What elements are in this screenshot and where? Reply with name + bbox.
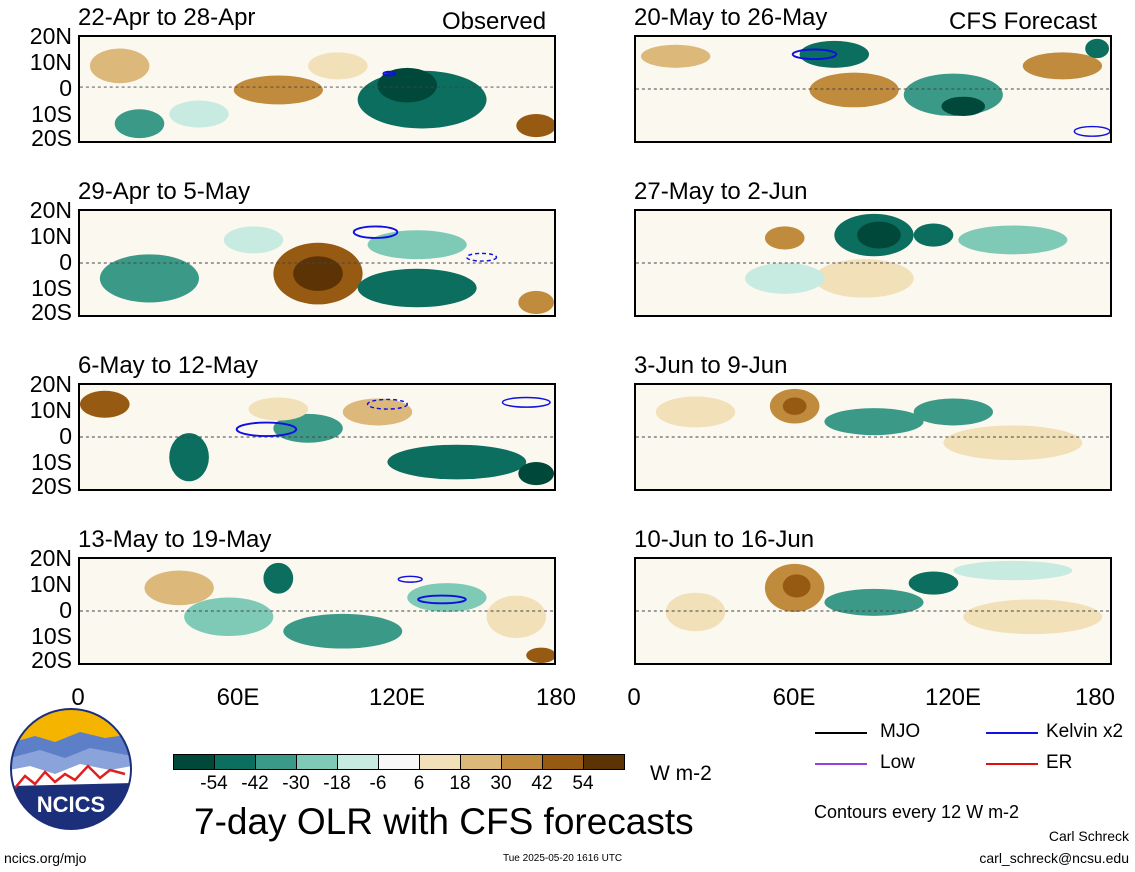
y-tick: 20S bbox=[31, 473, 72, 499]
olr-map-forecast-3 bbox=[634, 383, 1112, 491]
colorbar-swatch bbox=[255, 754, 297, 770]
footer-author: Carl Schreck bbox=[1048, 828, 1129, 844]
y-tick: 10N bbox=[29, 49, 72, 75]
y-tick: 20N bbox=[29, 197, 72, 223]
y-tick: 10N bbox=[29, 571, 72, 597]
panel-title: 6-May to 12-May bbox=[78, 352, 259, 379]
colorbar-swatch bbox=[501, 754, 543, 770]
y-tick: 20S bbox=[31, 647, 72, 673]
x-tick: 60E bbox=[772, 684, 816, 711]
panel-title: 10-Jun to 16-Jun bbox=[634, 526, 815, 553]
colorbar-units: W m-2 bbox=[650, 762, 712, 785]
x-tick: 120E bbox=[368, 684, 426, 711]
logo-text: NCICS bbox=[36, 792, 106, 817]
contour-note: Contours every 12 W m-2 bbox=[814, 802, 1020, 822]
x-tick: 0 bbox=[71, 684, 85, 711]
colorbar-swatch bbox=[337, 754, 379, 770]
olr-map-observed-1 bbox=[78, 35, 556, 143]
y-tick: 20N bbox=[29, 23, 72, 49]
observed-header: Observed bbox=[442, 8, 547, 35]
y-tick: 0 bbox=[59, 75, 72, 101]
colorbar-label: -18 bbox=[323, 773, 351, 794]
y-tick: 20S bbox=[31, 299, 72, 325]
legend-kelvin-label: Kelvin x2 bbox=[1046, 721, 1124, 742]
forecast-header: CFS Forecast bbox=[949, 8, 1098, 35]
x-tick: 0 bbox=[627, 684, 641, 711]
x-tick: 120E bbox=[924, 684, 982, 711]
legend-low-label: Low bbox=[880, 752, 915, 773]
y-tick: 20N bbox=[29, 545, 72, 571]
colorbar-label: -54 bbox=[200, 773, 228, 794]
colorbar-label: 18 bbox=[449, 773, 471, 794]
y-tick: 10N bbox=[29, 223, 72, 249]
colorbar-label: -6 bbox=[369, 773, 387, 794]
y-tick: 10N bbox=[29, 397, 72, 423]
panel-title: 29-Apr to 5-May bbox=[78, 178, 251, 205]
ncics-logo: NCICS bbox=[10, 708, 132, 830]
olr-map-forecast-1 bbox=[634, 35, 1112, 143]
colorbar-swatch bbox=[214, 754, 256, 770]
olr-map-observed-4 bbox=[78, 557, 556, 665]
y-tick: 20N bbox=[29, 371, 72, 397]
footer-email[interactable]: carl_schreck@ncsu.edu bbox=[979, 850, 1129, 866]
legend-mjo-label: MJO bbox=[880, 721, 921, 742]
y-tick: 10S bbox=[31, 623, 72, 649]
legend-kelvin-line bbox=[986, 732, 1038, 734]
colorbar-label: 42 bbox=[531, 773, 553, 794]
colorbar-swatch bbox=[419, 754, 461, 770]
footer-url[interactable]: ncics.org/mjo bbox=[4, 850, 87, 866]
colorbar-swatch bbox=[173, 754, 215, 770]
colorbar-swatch bbox=[583, 754, 625, 770]
panel-title: 22-Apr to 28-Apr bbox=[78, 4, 256, 31]
colorbar-label: -42 bbox=[241, 773, 269, 794]
colorbar-swatch bbox=[542, 754, 584, 770]
y-tick: 0 bbox=[59, 423, 72, 449]
colorbar-label: 54 bbox=[572, 773, 594, 794]
panel-title: 13-May to 19-May bbox=[78, 526, 272, 553]
colorbar-swatch bbox=[460, 754, 502, 770]
y-tick: 10S bbox=[31, 449, 72, 475]
olr-map-observed-2 bbox=[78, 209, 556, 317]
legend-er-line bbox=[986, 763, 1038, 765]
y-tick: 10S bbox=[31, 275, 72, 301]
olr-map-forecast-2 bbox=[634, 209, 1112, 317]
y-tick: 0 bbox=[59, 597, 72, 623]
footer-timestamp: Tue 2025-05-20 1616 UTC bbox=[503, 853, 623, 864]
x-tick: 180 bbox=[1074, 684, 1116, 711]
panel-title: 20-May to 26-May bbox=[634, 4, 828, 31]
panel-title: 3-Jun to 9-Jun bbox=[634, 352, 788, 379]
colorbar-swatch bbox=[296, 754, 338, 770]
colorbar-label: 6 bbox=[413, 773, 425, 794]
x-tick: 180 bbox=[535, 684, 577, 711]
panel-title: 27-May to 2-Jun bbox=[634, 178, 808, 205]
y-tick: 20S bbox=[31, 125, 72, 151]
colorbar-swatch bbox=[378, 754, 420, 770]
olr-map-forecast-4 bbox=[634, 557, 1112, 665]
colorbar-label: 30 bbox=[490, 773, 512, 794]
y-tick: 0 bbox=[59, 249, 72, 275]
colorbar-label: -30 bbox=[282, 773, 310, 794]
legend-er-label: ER bbox=[1046, 752, 1073, 773]
x-tick: 60E bbox=[216, 684, 260, 711]
main-title: 7-day OLR with CFS forecasts bbox=[194, 801, 694, 842]
legend-mjo-line bbox=[815, 732, 867, 734]
olr-map-observed-3 bbox=[78, 383, 556, 491]
legend-low-line bbox=[815, 763, 867, 765]
y-tick: 10S bbox=[31, 101, 72, 127]
